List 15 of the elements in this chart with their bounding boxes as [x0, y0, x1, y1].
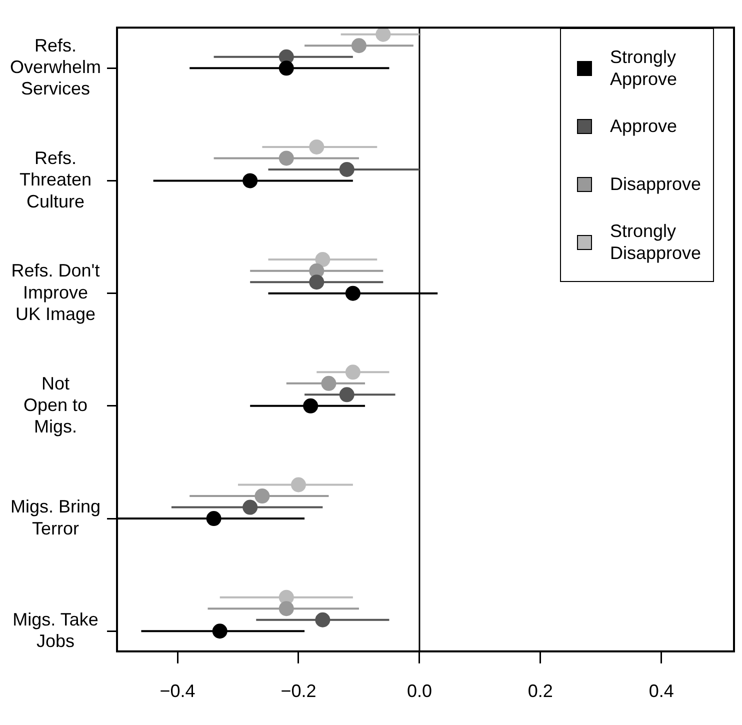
legend-label: Strongly Approve	[610, 46, 677, 90]
x-tick-label: −0.2	[280, 681, 316, 702]
legend-label: Approve	[610, 115, 677, 137]
x-tick-label: −0.4	[160, 681, 196, 702]
legend-label: Disapprove	[610, 173, 701, 195]
x-tick-label: 0.4	[648, 681, 674, 702]
y-tick-label: Migs. Bring Terror	[10, 496, 101, 538]
y-tick-label: Refs. Threaten Culture	[19, 148, 92, 212]
x-tick-label: 0.2	[528, 681, 553, 702]
y-tick-label: Refs. Overwhelm Services	[10, 36, 102, 99]
legend-label: Strongly Disapprove	[610, 220, 701, 264]
x-tick-label: 0.0	[406, 681, 432, 702]
y-tick-label: Refs. Don't Improve UK Image	[11, 260, 100, 324]
y-tick-label: Not Open to Migs.	[23, 373, 88, 436]
y-tick-label: Migs. Take Jobs	[12, 609, 98, 651]
